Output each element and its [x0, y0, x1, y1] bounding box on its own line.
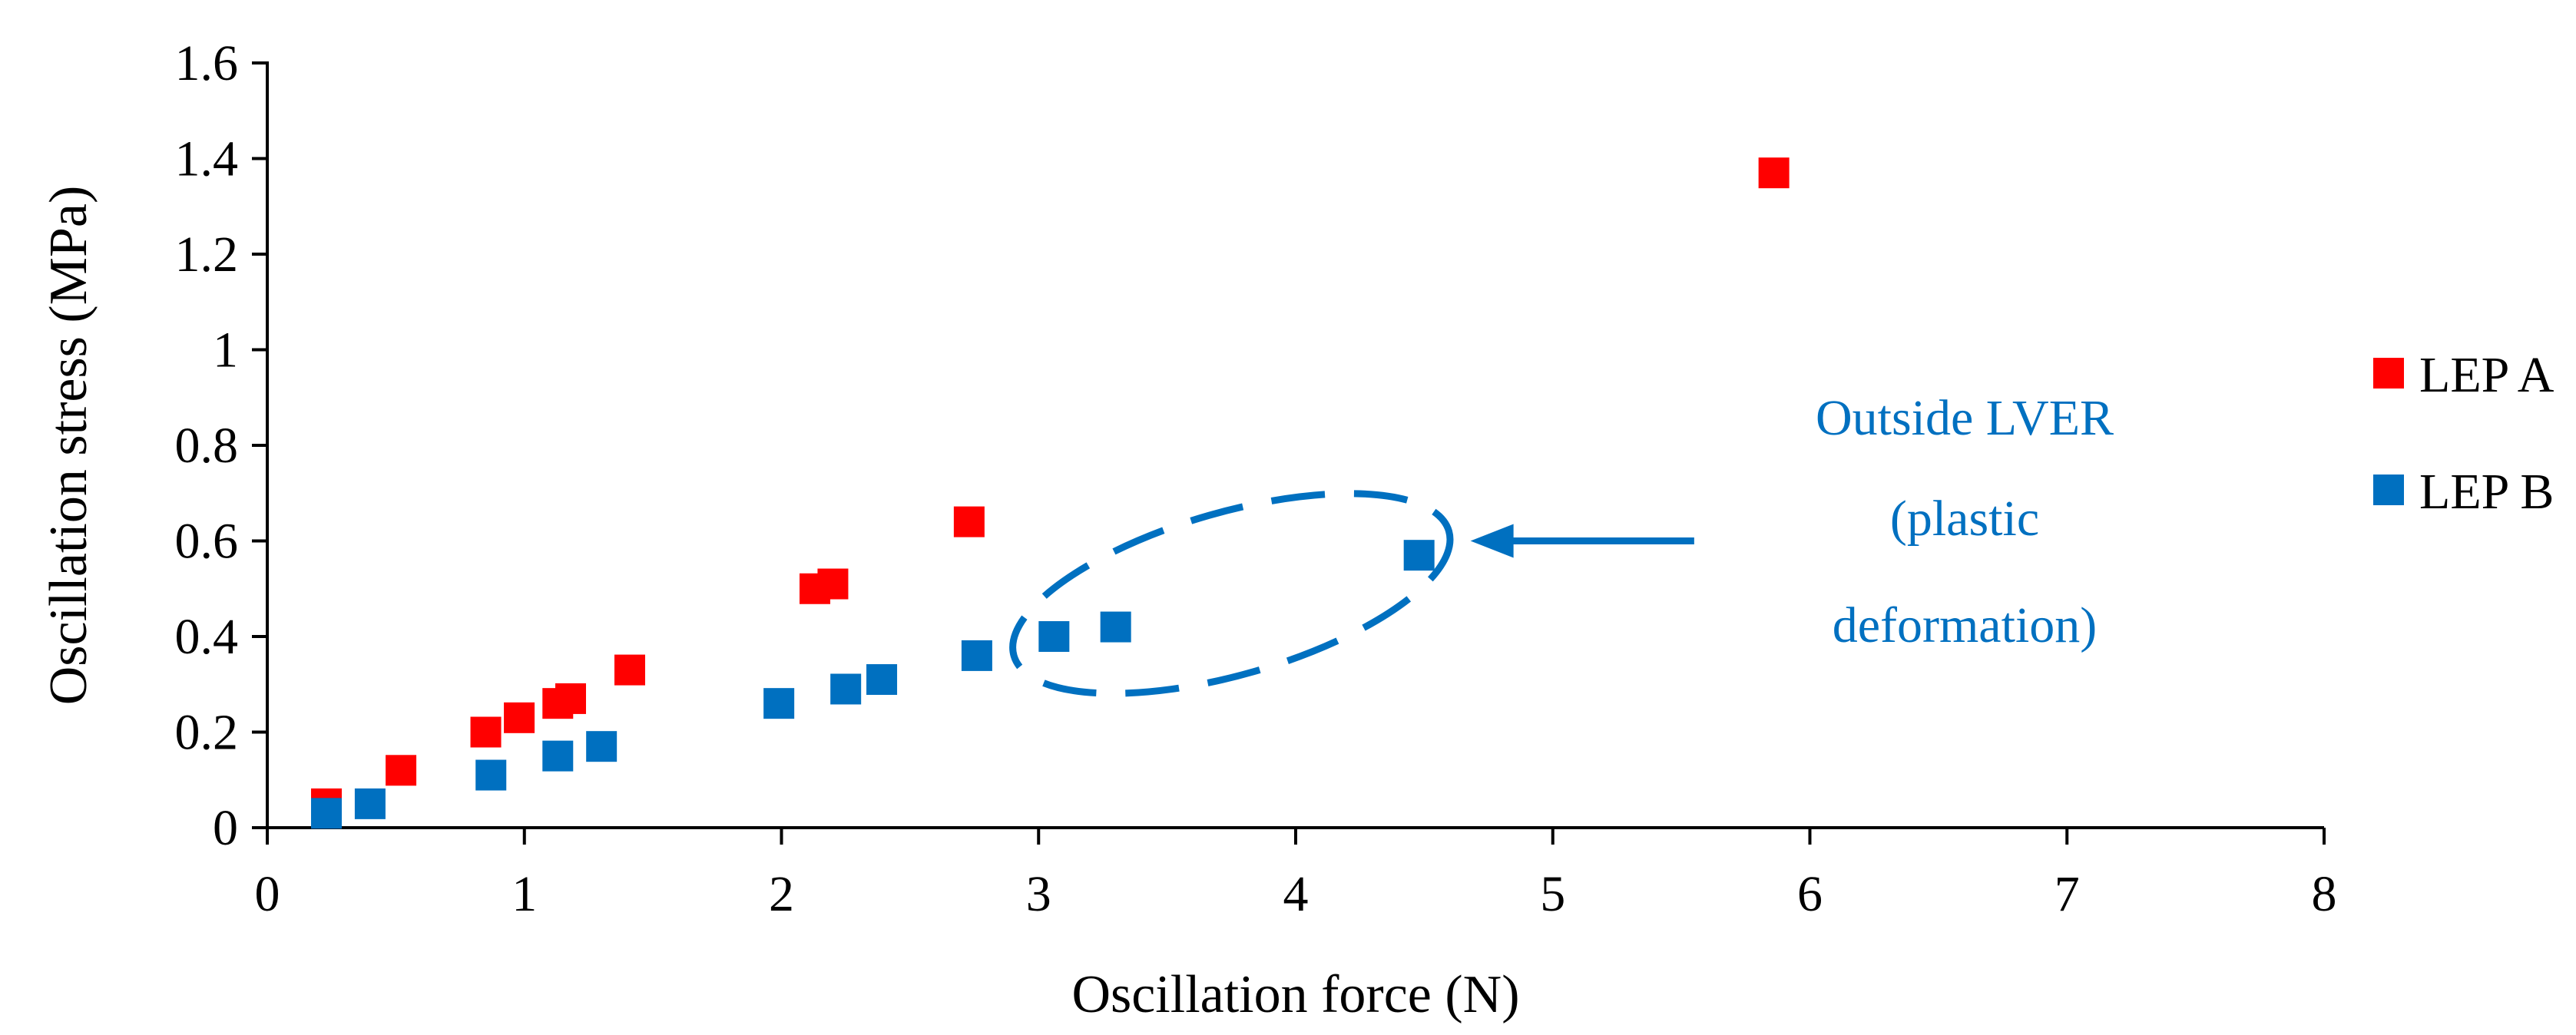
data-point	[1038, 621, 1070, 652]
x-tick-label: 4	[1283, 866, 1309, 922]
legend-swatch	[2373, 358, 2404, 389]
x-tick-label: 3	[1026, 866, 1051, 922]
data-point	[1403, 540, 1435, 571]
legend-label: LEP B	[2419, 464, 2554, 520]
y-tick-label: 0.2	[175, 705, 239, 761]
data-point	[555, 683, 587, 714]
x-axis-label: Oscillation force (N)	[1071, 965, 1519, 1024]
x-tick-label: 6	[1797, 866, 1823, 922]
data-point	[586, 731, 618, 762]
data-point	[475, 759, 507, 791]
data-markers	[310, 157, 1790, 829]
lver-ellipse	[1009, 490, 1454, 697]
annotation-text: Outside LVER	[1816, 390, 2114, 446]
data-point	[1100, 611, 1131, 643]
annotation-text: deformation)	[1833, 597, 2098, 653]
annotation-text: (plastic	[1890, 491, 2039, 547]
x-tick-label: 8	[2312, 866, 2337, 922]
y-tick-label: 0.8	[175, 418, 239, 474]
data-point	[763, 688, 795, 719]
series-lep-b	[310, 540, 1435, 829]
x-tick-label: 5	[1540, 866, 1565, 922]
data-point	[1758, 157, 1790, 189]
y-tick-label: 0.6	[175, 514, 239, 570]
y-tick-label: 1.2	[175, 227, 239, 283]
x-tick-label: 0	[255, 866, 280, 922]
series-lep-a	[310, 157, 1790, 819]
y-tick-label: 0	[213, 800, 238, 856]
legend-item: LEP A	[2373, 347, 2554, 403]
legend-item: LEP B	[2373, 464, 2554, 520]
y-tick-label: 1.4	[175, 131, 239, 187]
legend: LEP A LEP B	[2373, 347, 2554, 520]
x-tick-label: 2	[769, 866, 794, 922]
x-tick-label: 1	[512, 866, 537, 922]
legend-label: LEP A	[2419, 347, 2554, 403]
arrow-head	[1470, 524, 1514, 558]
data-point	[542, 740, 574, 772]
y-tick-label: 1	[213, 322, 238, 379]
annotation: Outside LVER (plastic deformation)	[1009, 390, 2114, 697]
y-tick-label: 0.4	[175, 609, 239, 665]
data-point	[354, 788, 386, 819]
data-point	[470, 716, 502, 748]
data-point	[830, 673, 862, 705]
legend-swatch	[2373, 475, 2404, 505]
data-point	[953, 506, 985, 537]
y-tick-label: 1.6	[175, 35, 239, 91]
x-tick-label: 7	[2055, 866, 2080, 922]
y-axis-label: Oscillation stress (MPa)	[39, 186, 98, 706]
x-axis-ticks: 0 1 2 3 4 5 6 7 8	[255, 828, 2337, 922]
y-axis-ticks: 0 0.2 0.4 0.6 0.8 1 1.2 1.4 1.6	[175, 35, 267, 856]
data-point	[866, 664, 898, 696]
data-point	[386, 755, 417, 786]
data-point	[310, 798, 342, 829]
data-point	[504, 702, 535, 733]
data-point	[614, 654, 645, 686]
data-point	[817, 568, 849, 600]
data-point	[961, 640, 992, 671]
